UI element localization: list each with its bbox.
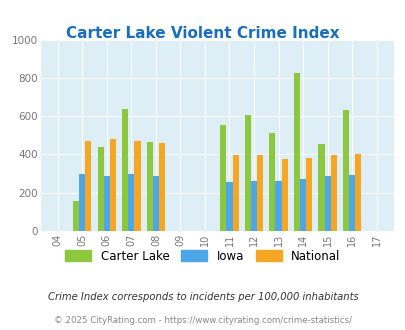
Bar: [342, 111, 348, 231]
Bar: [226, 182, 232, 231]
Bar: [97, 147, 104, 231]
Bar: [79, 174, 85, 231]
Bar: [232, 155, 238, 231]
Bar: [250, 181, 256, 231]
Text: Carter Lake Violent Crime Index: Carter Lake Violent Crime Index: [66, 26, 339, 41]
Bar: [85, 141, 91, 231]
Legend: Carter Lake, Iowa, National: Carter Lake, Iowa, National: [62, 246, 343, 266]
Bar: [73, 201, 79, 231]
Bar: [159, 143, 165, 231]
Bar: [348, 176, 354, 231]
Bar: [293, 73, 299, 231]
Text: Crime Index corresponds to incidents per 100,000 inhabitants: Crime Index corresponds to incidents per…: [47, 292, 358, 302]
Bar: [244, 115, 250, 231]
Bar: [299, 179, 305, 231]
Bar: [275, 181, 281, 231]
Bar: [128, 174, 134, 231]
Bar: [220, 125, 226, 231]
Bar: [318, 144, 324, 231]
Bar: [324, 177, 330, 231]
Bar: [104, 177, 110, 231]
Bar: [134, 141, 140, 231]
Bar: [305, 158, 311, 231]
Bar: [330, 155, 336, 231]
Bar: [146, 142, 152, 231]
Bar: [152, 177, 159, 231]
Bar: [122, 110, 128, 231]
Bar: [269, 133, 275, 231]
Bar: [110, 139, 116, 231]
Bar: [354, 154, 360, 231]
Bar: [281, 159, 287, 231]
Bar: [256, 155, 262, 231]
Text: © 2025 CityRating.com - https://www.cityrating.com/crime-statistics/: © 2025 CityRating.com - https://www.city…: [54, 316, 351, 325]
